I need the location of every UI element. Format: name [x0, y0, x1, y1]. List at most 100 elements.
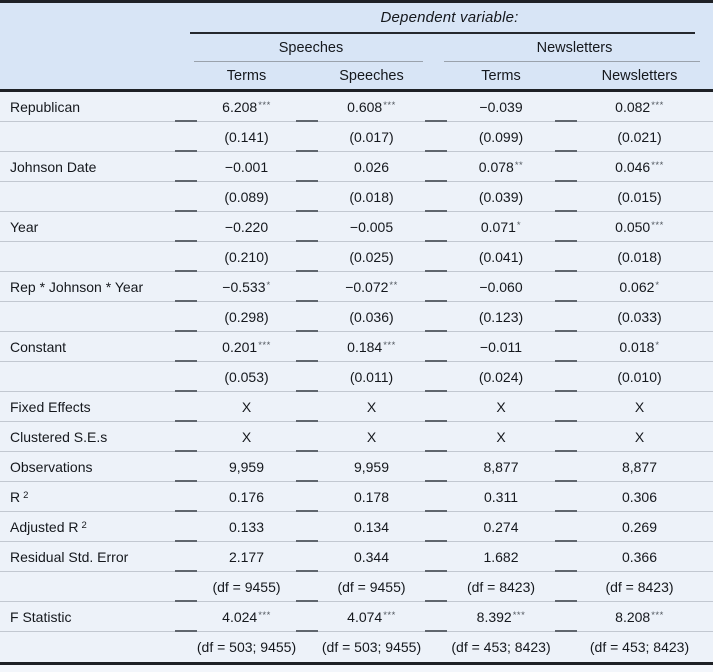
column-header-terms-2: Terms	[481, 67, 521, 84]
value-cell: 0.134	[307, 519, 436, 535]
group-header-speeches: Speeches	[186, 34, 436, 62]
value-cell: 0.062*	[566, 279, 713, 295]
row-label-text: Observations	[10, 459, 93, 475]
dependent-variable-zone: Dependent variable:	[186, 3, 713, 34]
table-row: Clustered S.E.s X X X X	[0, 422, 713, 452]
value-cell: 2.177	[186, 549, 307, 565]
table-row: (0.053) (0.011) (0.024) (0.010)	[0, 362, 713, 392]
cell-value: X	[496, 399, 506, 415]
cell-value: 0.026	[353, 159, 390, 175]
cell-value: 0.071	[480, 219, 516, 235]
row-label: Observations	[0, 459, 186, 475]
significance-stars: ***	[258, 609, 271, 621]
value-cell: −0.220	[186, 219, 307, 235]
cell-value: 0.269	[621, 519, 658, 535]
group-header-row: Speeches Newsletters	[0, 34, 713, 62]
value-cell: 0.184***	[307, 339, 436, 355]
value-cell: (0.018)	[307, 189, 436, 205]
value-cell: 0.608***	[307, 99, 436, 115]
cell-value: 0.178	[353, 489, 390, 505]
cell-value: −0.039	[479, 99, 523, 115]
table-header: Dependent variable: Speeches Newsletters…	[0, 3, 713, 89]
table-row: Fixed Effects X X X X	[0, 392, 713, 422]
row-label-text: Clustered S.E.s	[10, 429, 108, 445]
value-cell: (df = 503; 9455)	[186, 639, 307, 655]
value-cell: (0.017)	[307, 129, 436, 145]
significance-stars: ***	[651, 219, 664, 231]
value-cell: 0.269	[566, 519, 713, 535]
significance-stars: **	[514, 159, 524, 171]
row-label-text: Year	[10, 219, 39, 235]
cell-value: (0.010)	[617, 369, 662, 385]
value-cell: 8,877	[436, 459, 566, 475]
table-row: Residual Std. Error 2.177 0.344 1.682 0.…	[0, 542, 713, 572]
value-cell: 0.078**	[436, 159, 566, 175]
cell-value: (0.021)	[617, 129, 662, 145]
value-cell: (df = 8423)	[566, 579, 713, 595]
cell-value: 0.274	[483, 519, 519, 535]
group-underline	[444, 61, 700, 62]
group-header-newsletters: Newsletters	[436, 34, 713, 62]
bottom-spacer	[0, 665, 713, 672]
cell-value: −0.533	[222, 279, 266, 295]
table-row: Rep * Johnson * Year −0.533* −0.072** −0…	[0, 272, 713, 302]
value-cell: 0.201***	[186, 339, 307, 355]
table-row: (0.210) (0.025) (0.041) (0.018)	[0, 242, 713, 272]
group-label: Newsletters	[536, 40, 613, 56]
column-header-newsletters: Newsletters	[601, 67, 678, 84]
cell-value: −0.060	[479, 279, 523, 295]
row-label-text: Residual Std. Error	[10, 549, 129, 565]
cell-value: 0.311	[484, 489, 518, 505]
value-cell: 0.311	[436, 489, 566, 505]
row-label-text: Johnson Date	[10, 159, 97, 175]
value-cell: (0.036)	[307, 309, 436, 325]
cell-value: 0.134	[353, 519, 390, 535]
cell-value: 2.177	[228, 549, 265, 565]
row-label: Republican	[0, 99, 186, 115]
value-cell: (0.018)	[566, 249, 713, 265]
column-header-speeches: Speeches	[339, 67, 404, 84]
cell-value: 9,959	[228, 459, 265, 475]
cell-value: (df = 9455)	[212, 579, 281, 595]
cell-value: −0.005	[349, 219, 394, 235]
value-cell: (0.210)	[186, 249, 307, 265]
value-cell: X	[436, 399, 566, 415]
significance-stars: ***	[383, 339, 396, 351]
row-label: Clustered S.E.s	[0, 429, 186, 445]
significance-stars: ***	[651, 159, 664, 171]
header-bottom-rule	[0, 89, 713, 92]
cell-value: (0.053)	[224, 369, 269, 385]
cell-value: (0.039)	[478, 189, 524, 205]
corner-cell	[0, 62, 186, 89]
cell-value: (0.017)	[349, 129, 394, 145]
cell-value: (df = 503; 9455)	[196, 639, 297, 655]
significance-stars: *	[655, 279, 660, 291]
cell-value: 0.046	[615, 159, 651, 175]
table-row: (0.089) (0.018) (0.039) (0.015)	[0, 182, 713, 212]
row-label-text: Constant	[10, 339, 67, 355]
cell-value: (0.033)	[617, 309, 662, 325]
row-label: Residual Std. Error	[0, 549, 186, 565]
value-cell: 0.176	[186, 489, 307, 505]
value-cell: −0.060	[436, 279, 566, 295]
value-cell: X	[186, 399, 307, 415]
cell-value: (df = 8423)	[466, 579, 536, 595]
significance-stars: ***	[651, 99, 664, 111]
value-cell: 8,877	[566, 459, 713, 475]
value-cell: −0.072**	[307, 279, 436, 295]
value-cell: (0.021)	[566, 129, 713, 145]
cell-value: (0.036)	[349, 309, 394, 325]
value-cell: (df = 9455)	[186, 579, 307, 595]
value-cell: 0.050***	[566, 219, 713, 235]
value-cell: (0.123)	[436, 309, 566, 325]
value-cell: X	[186, 429, 307, 445]
cell-value: (0.018)	[617, 249, 662, 265]
cell-value: 6.208	[222, 99, 258, 115]
value-cell: −0.039	[436, 99, 566, 115]
value-cell: (0.010)	[566, 369, 713, 385]
value-cell: (df = 453; 8423)	[566, 639, 713, 655]
value-cell: −0.011	[436, 339, 566, 355]
